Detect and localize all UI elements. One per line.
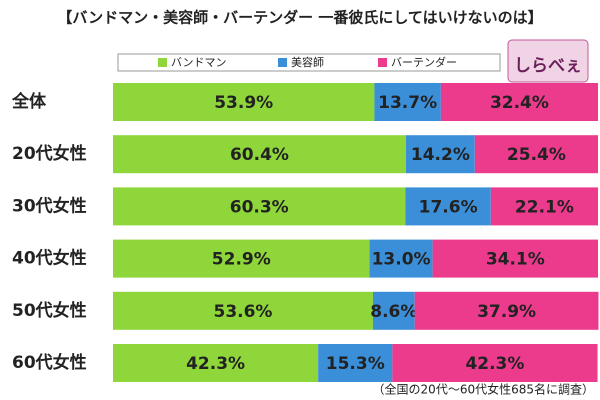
- bar-segment: [369, 239, 433, 278]
- data-label: 37.9%: [477, 302, 536, 322]
- y-tick-label: 20代女性: [12, 143, 87, 164]
- y-tick-label: 40代女性: [12, 248, 87, 269]
- data-label: 34.1%: [486, 250, 545, 270]
- y-tick-label: 全体: [11, 91, 47, 112]
- bar-segment: [372, 291, 415, 330]
- bar-segment: [474, 135, 598, 174]
- data-label: 8.6%: [370, 302, 417, 322]
- data-label: 17.6%: [419, 197, 478, 217]
- bar-segment: [440, 83, 598, 121]
- data-label: 14.2%: [411, 145, 470, 165]
- bar-segment: [414, 291, 599, 330]
- bar-segment: [392, 344, 598, 382]
- logo-box: [507, 39, 589, 83]
- bar-segment: [405, 135, 475, 174]
- y-tick-label: 60代女性: [12, 352, 87, 373]
- data-label: 53.9%: [214, 93, 273, 113]
- data-label: 32.4%: [490, 93, 549, 113]
- bar-segment: [318, 344, 393, 382]
- legend-box: [117, 53, 501, 72]
- bar-segment: [113, 239, 370, 278]
- legend-label: バンドマン: [171, 56, 227, 69]
- bar-segment: [113, 83, 375, 121]
- data-label: 42.3%: [186, 354, 245, 374]
- y-tick-label: 30代女性: [12, 195, 87, 216]
- legend-label: 美容師: [291, 55, 324, 69]
- legend-swatch: [378, 58, 387, 67]
- data-label: 13.0%: [372, 250, 431, 270]
- bar-segment: [490, 187, 598, 226]
- data-label: 52.9%: [212, 250, 271, 270]
- legend-swatch: [278, 58, 287, 67]
- bar-segment: [432, 239, 598, 278]
- bar-segment: [113, 187, 406, 226]
- legend-label: バーテンダー: [391, 55, 457, 69]
- data-label: 42.3%: [465, 354, 524, 374]
- bar-segment: [113, 135, 406, 174]
- bar-segment: [374, 83, 441, 121]
- data-label: 60.4%: [230, 145, 289, 165]
- data-label: 15.3%: [326, 354, 385, 374]
- data-label: 22.1%: [515, 197, 574, 217]
- data-label: 53.6%: [213, 302, 272, 322]
- footnote: （全国の20代～60代女性685名に調査）: [373, 382, 594, 397]
- y-tick-label: 50代女性: [12, 300, 87, 321]
- logo: しらべぇ: [514, 56, 582, 76]
- bar-segment: [405, 187, 491, 226]
- chart-title: 【バンドマン・美容師・バーテンダー 一番彼氏にしてはいけないのは】: [57, 9, 542, 27]
- bar-segment: [113, 291, 373, 330]
- bar-segment: [113, 344, 319, 382]
- data-label: 13.7%: [378, 93, 437, 113]
- legend-swatch: [158, 58, 167, 67]
- data-label: 25.4%: [507, 145, 566, 165]
- data-label: 60.3%: [230, 197, 289, 217]
